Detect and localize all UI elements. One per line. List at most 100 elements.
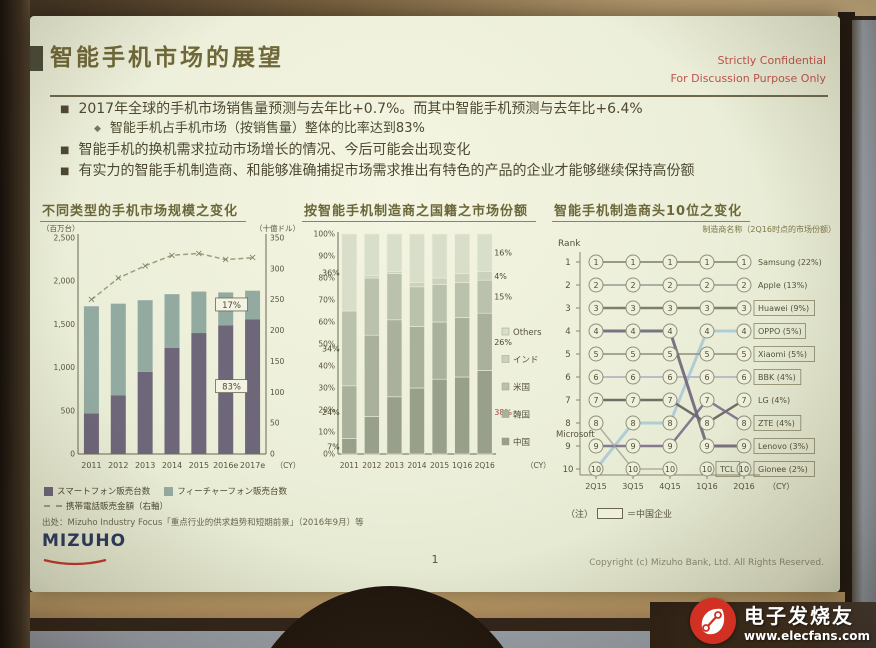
mizuho-logo-swoosh-icon bbox=[43, 558, 107, 566]
svg-text:9: 9 bbox=[741, 442, 746, 451]
svg-text:制造商名称（2Q16时点的市场份额）: 制造商名称（2Q16时点的市场份额） bbox=[702, 224, 836, 234]
svg-text:2013: 2013 bbox=[385, 461, 404, 470]
title-accent-square bbox=[30, 46, 43, 71]
svg-text:70%: 70% bbox=[318, 296, 335, 305]
svg-text:6: 6 bbox=[667, 373, 672, 382]
svg-text:韓国: 韓国 bbox=[513, 410, 530, 421]
photo-top-edge bbox=[0, 0, 876, 16]
svg-text:2Q15: 2Q15 bbox=[585, 482, 607, 491]
smartphone-series-label: スマートフォン販売台数 bbox=[57, 487, 151, 497]
svg-text:20%: 20% bbox=[318, 406, 335, 415]
svg-text:80%: 80% bbox=[318, 274, 335, 283]
mizuho-logo: MIZUHO bbox=[42, 531, 126, 570]
svg-text:150: 150 bbox=[270, 357, 285, 366]
svg-text:2015: 2015 bbox=[430, 461, 449, 470]
elecfans-logo-icon bbox=[690, 598, 737, 644]
svg-text:1: 1 bbox=[593, 258, 598, 267]
svg-text:2017e: 2017e bbox=[240, 461, 265, 470]
svg-text:4: 4 bbox=[630, 327, 635, 336]
photo-right-pillar bbox=[852, 20, 876, 648]
svg-text:10%: 10% bbox=[318, 428, 335, 437]
svg-text:10: 10 bbox=[665, 465, 675, 474]
sales-amount-series-label: 携帯電話販売金額（右軸） bbox=[66, 502, 169, 512]
svg-text:7: 7 bbox=[593, 396, 598, 405]
svg-text:2014: 2014 bbox=[162, 461, 182, 470]
photo-right-shadow bbox=[838, 12, 855, 648]
svg-text:8: 8 bbox=[565, 419, 570, 429]
confidential-notice: Strictly Confidential For Discussion Pur… bbox=[670, 52, 826, 87]
svg-text:1,000: 1,000 bbox=[54, 363, 76, 372]
svg-text:1: 1 bbox=[565, 258, 570, 268]
svg-text:9: 9 bbox=[593, 442, 598, 451]
svg-text:100: 100 bbox=[270, 388, 285, 397]
svg-text:1Q16: 1Q16 bbox=[452, 461, 472, 470]
svg-text:（CY）: （CY） bbox=[276, 461, 301, 470]
svg-text:0: 0 bbox=[70, 450, 75, 459]
svg-text:17%: 17% bbox=[222, 301, 241, 311]
svg-text:40%: 40% bbox=[318, 362, 335, 371]
svg-text:2012: 2012 bbox=[362, 461, 381, 470]
svg-text:15%: 15% bbox=[494, 293, 512, 302]
svg-text:Rank: Rank bbox=[558, 239, 581, 249]
svg-text:Microsoft: Microsoft bbox=[556, 430, 595, 440]
svg-text:6: 6 bbox=[565, 373, 570, 383]
svg-text:2,500: 2,500 bbox=[54, 234, 76, 243]
chart-title-top10: 智能手机制造商头10位之变化 bbox=[552, 200, 751, 222]
svg-text:300: 300 bbox=[270, 264, 285, 273]
svg-text:24%: 24% bbox=[322, 408, 340, 417]
svg-text:8: 8 bbox=[741, 419, 746, 428]
svg-text:0: 0 bbox=[270, 450, 275, 459]
svg-text:×: × bbox=[222, 255, 230, 266]
svg-text:2015: 2015 bbox=[189, 461, 209, 470]
svg-text:5: 5 bbox=[741, 350, 746, 359]
svg-text:36%: 36% bbox=[322, 269, 340, 278]
smartphone-series-swatch bbox=[44, 486, 53, 496]
svg-text:9: 9 bbox=[704, 442, 709, 451]
sales-amount-line-swatch bbox=[44, 505, 62, 507]
chart-title-nationality-share: 按智能手机制造商之国籍之市场份额 bbox=[302, 200, 537, 222]
svg-text:50%: 50% bbox=[318, 340, 335, 349]
svg-text:9: 9 bbox=[565, 442, 570, 452]
svg-text:100%: 100% bbox=[314, 230, 335, 239]
panel-nationality-share: 按智能手机制造商之国籍之市场份额 0% 10% 20% 30% 40% 50% 60% 70%… bbox=[302, 200, 560, 484]
svg-text:7: 7 bbox=[704, 396, 709, 405]
svg-text:2Q16: 2Q16 bbox=[733, 482, 755, 491]
svg-text:10: 10 bbox=[591, 465, 601, 474]
svg-text:50: 50 bbox=[270, 419, 280, 428]
elecfans-name: 电子发烧友 bbox=[744, 603, 855, 628]
svg-text:2: 2 bbox=[593, 281, 598, 290]
bullet-list: ■ 2017年全球的手机市场销售量预测与去年比+0.7%。而其中智能手机预测与去年… bbox=[60, 100, 826, 183]
svg-text:5: 5 bbox=[593, 350, 598, 359]
elecfans-watermark: 电子发烧友 www.elecfans.com bbox=[690, 598, 870, 644]
svg-text:（CY）: （CY） bbox=[526, 461, 551, 470]
svg-text:LG (4%): LG (4%) bbox=[758, 396, 790, 405]
svg-text:3: 3 bbox=[667, 304, 672, 313]
slide-title: 智能手机市场的展望 bbox=[50, 45, 284, 71]
svg-text:7: 7 bbox=[630, 396, 635, 405]
svg-text:2Q16: 2Q16 bbox=[475, 461, 495, 470]
svg-text:2016e: 2016e bbox=[213, 461, 238, 470]
svg-text:4Q15: 4Q15 bbox=[659, 482, 681, 491]
svg-text:×: × bbox=[168, 250, 176, 261]
confidential-line2: For Discussion Purpose Only bbox=[670, 71, 826, 85]
note-suffix: ＝中国企业 bbox=[627, 510, 673, 520]
svg-text:250: 250 bbox=[270, 295, 285, 304]
svg-text:3: 3 bbox=[741, 304, 746, 313]
nationality-share-stacked-chart: 0% 10% 20% 30% 40% 50% 60% 70% 80% 90% 100% 7% 24% 34… bbox=[314, 230, 551, 471]
confidential-line1: Strictly Confidential bbox=[717, 54, 827, 67]
svg-text:BBK (4%): BBK (4%) bbox=[758, 373, 796, 382]
svg-text:2: 2 bbox=[704, 281, 709, 290]
svg-text:83%: 83% bbox=[222, 383, 241, 393]
svg-text:（十億ドル）: （十億ドル） bbox=[255, 223, 300, 233]
panel-top10-ranking: 智能手机制造商头10位之变化 制造商名称（2Q16时点的市场份额） Rank 1 2 3… bbox=[552, 200, 842, 520]
svg-text:3: 3 bbox=[593, 304, 598, 313]
svg-text:1: 1 bbox=[630, 258, 635, 267]
svg-text:2: 2 bbox=[667, 281, 672, 290]
svg-text:5: 5 bbox=[704, 350, 709, 359]
svg-text:2014: 2014 bbox=[407, 461, 426, 470]
svg-text:34%: 34% bbox=[322, 344, 340, 353]
svg-text:2: 2 bbox=[565, 281, 570, 291]
svg-text:（CY）: （CY） bbox=[768, 482, 794, 491]
svg-text:9: 9 bbox=[630, 442, 635, 451]
top10-bump-chart: 制造商名称（2Q16时点的市场份额） Rank 1 2 3 4 5 6 7 8 9 10 2Q15 3Q1… bbox=[556, 224, 836, 491]
